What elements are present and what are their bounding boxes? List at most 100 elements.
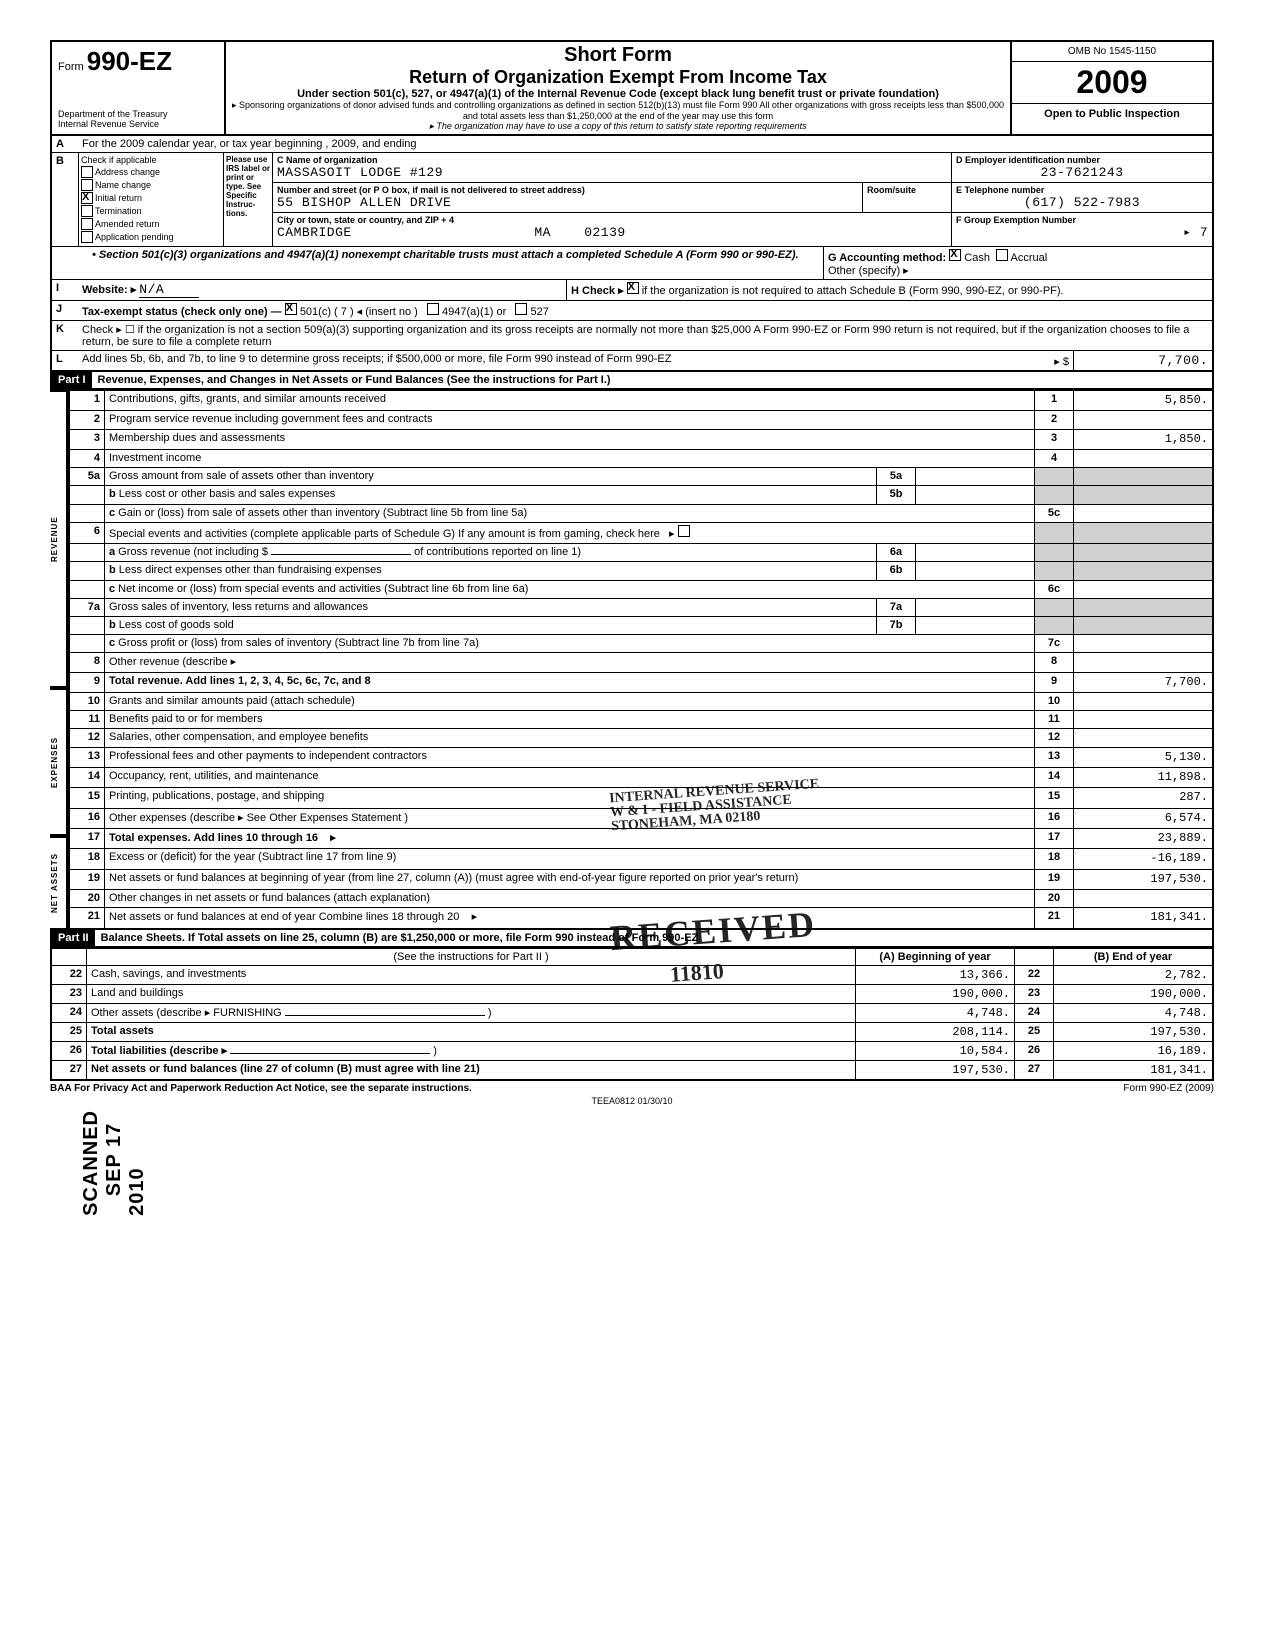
phone: (617) 522-7983: [956, 195, 1208, 210]
j-label: Tax-exempt status (check only one) —: [82, 306, 282, 318]
row-bcdef: B Check if applicable Address change Name…: [50, 153, 1214, 247]
l-value: 7,700.: [1073, 351, 1212, 370]
h-checkbox[interactable]: [627, 282, 639, 294]
form-header: Form 990-EZ Department of the Treasury I…: [50, 40, 1214, 136]
open-public: Open to Public Inspection: [1012, 104, 1212, 124]
g-other: Other (specify) ▸: [828, 264, 1208, 277]
dept-irs: Internal Revenue Service: [58, 120, 218, 130]
part2-col-b: (B) End of year: [1054, 949, 1214, 966]
header-note2: ▸ The organization may have to use a cop…: [232, 121, 1004, 132]
gaming-checkbox[interactable]: [678, 525, 690, 537]
label-city: City or town, state or country, and ZIP …: [277, 215, 947, 225]
checkbox-label: Application pending: [95, 232, 174, 242]
checkbox-row: Termination: [81, 205, 221, 217]
header-left: Form 990-EZ Department of the Treasury I…: [52, 42, 226, 134]
footer-form: Form 990-EZ (2009): [1123, 1083, 1214, 1094]
part1-title: Revenue, Expenses, and Changes in Net As…: [92, 372, 1212, 388]
org-city: CAMBRIDGE: [277, 225, 352, 240]
side-netassets: NET ASSETS: [50, 836, 68, 930]
row-501-g: • Section 501(c)(3) organizations and 49…: [50, 247, 1214, 280]
group-exemption: ▸ 7: [956, 225, 1208, 240]
org-zip: 02139: [584, 225, 626, 240]
tax-year: 2009: [1012, 62, 1212, 104]
org-info: C Name of organization MASSASOIT LODGE #…: [273, 153, 951, 246]
subtitle: Under section 501(c), 527, or 4947(a)(1)…: [232, 88, 1004, 100]
checkbox-row: Name change: [81, 179, 221, 191]
g-label: G Accounting method:: [828, 252, 946, 264]
checkbox[interactable]: [81, 231, 93, 243]
section-501-note: • Section 501(c)(3) organizations and 49…: [52, 247, 823, 279]
h-label: H Check ▸: [571, 285, 624, 297]
header-center: Short Form Return of Organization Exempt…: [226, 42, 1012, 134]
part1-body: REVENUE EXPENSES NET ASSETS 1Contributio…: [50, 390, 1214, 930]
part2-label: Part II: [52, 930, 95, 946]
checkbox-label: Initial return: [95, 193, 142, 203]
check-if-applicable: Check if applicable: [81, 155, 221, 165]
row-k: K Check ▸ ☐ if the organization is not a…: [50, 321, 1214, 351]
stamp-scanned: SCANNED: [80, 1110, 102, 1216]
j-4947-checkbox[interactable]: [427, 303, 439, 315]
checkbox-row: Address change: [81, 166, 221, 178]
part1-label: Part I: [52, 372, 92, 388]
checkbox-column: Check if applicable Address change Name c…: [79, 153, 224, 246]
g-cash-checkbox[interactable]: [949, 249, 961, 261]
letter-i: I: [52, 280, 78, 300]
form-container: Form 990-EZ Department of the Treasury I…: [50, 40, 1214, 1106]
letter-k: K: [52, 321, 78, 350]
ein: 23-7621243: [956, 165, 1208, 180]
letter-a: A: [52, 136, 78, 152]
footer-code: TEEA0812 01/30/10: [50, 1096, 1214, 1106]
row-a: A For the 2009 calendar year, or tax yea…: [50, 136, 1214, 153]
part2-title: Balance Sheets. If Total assets on line …: [95, 930, 1212, 946]
website-value: N/A: [139, 282, 199, 298]
checkbox-label: Amended return: [95, 219, 160, 229]
right-column-def: D Employer identification number 23-7621…: [951, 153, 1212, 246]
checkbox-row: Initial return: [81, 192, 221, 204]
form-number-text: 990-EZ: [87, 46, 172, 76]
checkbox[interactable]: [81, 179, 93, 191]
j-527-checkbox[interactable]: [515, 303, 527, 315]
checkbox-label: Termination: [95, 206, 142, 216]
row-i-h: I Website: ▸ N/A H Check ▸ if the organi…: [50, 280, 1214, 301]
row-l: L Add lines 5b, 6b, and 7b, to line 9 to…: [50, 351, 1214, 372]
letter-l: L: [52, 351, 78, 370]
j-501c-checkbox[interactable]: [285, 303, 297, 315]
part2-instr: (See the instructions for Part II ): [87, 949, 856, 966]
checkbox[interactable]: [81, 205, 93, 217]
l-text: Add lines 5b, 6b, and 7b, to line 9 to d…: [78, 351, 1005, 370]
form-prefix-text: Form: [58, 61, 84, 73]
checkbox[interactable]: [81, 192, 93, 204]
form-number: Form 990-EZ: [58, 46, 218, 77]
part2-header-row: Part II Balance Sheets. If Total assets …: [50, 930, 1214, 948]
org-state: MA: [534, 225, 551, 240]
header-right: OMB No 1545-1150 2009 Open to Public Ins…: [1012, 42, 1212, 134]
letter-j: J: [52, 301, 78, 320]
label-room: Room/suite: [867, 185, 947, 195]
dept-block: Department of the Treasury Internal Reve…: [58, 110, 218, 130]
footer: BAA For Privacy Act and Paperwork Reduct…: [50, 1081, 1214, 1096]
k-text: Check ▸ ☐ if the organization is not a s…: [78, 321, 1212, 350]
line-a-text: For the 2009 calendar year, or tax year …: [78, 136, 1212, 152]
org-name: MASSASOIT LODGE #129: [277, 165, 947, 180]
label-group-exemption: F Group Exemption Number: [956, 215, 1208, 225]
g-accrual: Accrual: [1011, 252, 1048, 264]
website-label: Website: ▸: [82, 284, 136, 296]
side-revenue: REVENUE: [50, 390, 68, 688]
checkbox[interactable]: [81, 166, 93, 178]
label-phone: E Telephone number: [956, 185, 1208, 195]
checkbox-label: Name change: [95, 180, 151, 190]
checkbox-row: Amended return: [81, 218, 221, 230]
j-4947: 4947(a)(1) or: [442, 306, 506, 318]
label-ein: D Employer identification number: [956, 155, 1208, 165]
h-text: if the organization is not required to a…: [642, 285, 1064, 297]
letter-b: B: [52, 153, 79, 246]
main-title: Return of Organization Exempt From Incom…: [232, 67, 1004, 88]
checkbox[interactable]: [81, 218, 93, 230]
omb-number: OMB No 1545-1150: [1012, 42, 1212, 62]
checkbox-row: Application pending: [81, 231, 221, 243]
j-501c: 501(c) ( 7 ) ◂ (insert no ): [300, 306, 418, 318]
header-note1: ▸ Sponsoring organizations of donor advi…: [232, 100, 1004, 121]
short-form-title: Short Form: [232, 44, 1004, 67]
g-cash: Cash: [964, 252, 990, 264]
g-accrual-checkbox[interactable]: [996, 249, 1008, 261]
